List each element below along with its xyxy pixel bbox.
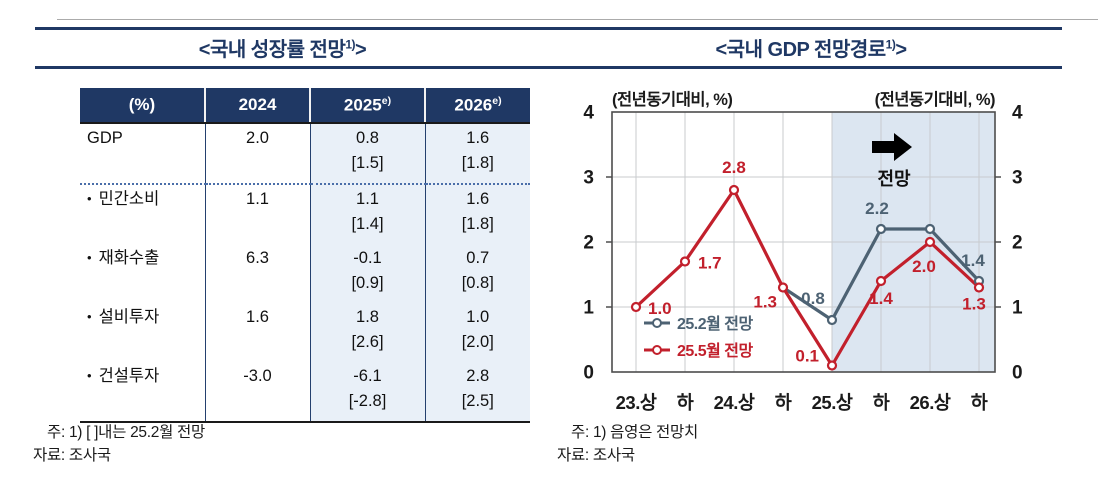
- table-cell: 0.8 [1.5]: [309, 123, 425, 185]
- x-axis-tick-label: 23.상: [616, 392, 657, 413]
- y-axis-tick-label-right: 3: [1012, 168, 1023, 189]
- data-point-label: 1.3: [753, 293, 777, 312]
- y-axis-tick-label-right: 4: [1012, 103, 1023, 124]
- right-title-footnote-ref: 1): [885, 37, 896, 52]
- right-panel-title: <국내 GDP 전망경로1)>: [560, 33, 1062, 61]
- data-point-marker: [924, 223, 936, 235]
- row-label: • 건설투자: [80, 362, 205, 423]
- data-point-label: 1.7: [698, 254, 722, 273]
- data-point-label: 1.4: [869, 289, 893, 308]
- data-point-marker: [826, 360, 838, 371]
- top-hairline: [57, 19, 1098, 20]
- table-column-header: (%): [80, 88, 205, 124]
- data-point-marker: [630, 301, 642, 313]
- row-label: GDP: [80, 123, 205, 185]
- x-axis-tick-label: 25.상: [812, 392, 853, 413]
- left-title-close: >: [355, 39, 367, 61]
- table-column-header: 2025e): [309, 88, 425, 124]
- data-point-marker: [875, 275, 887, 287]
- table-cell: 2.8 [2.5]: [424, 362, 530, 423]
- data-point-label: 0.8: [801, 289, 825, 308]
- table-cell: 1.1: [204, 184, 310, 244]
- gdp-path-chart: 0 0 1 1 2 2 3 3 4 4 23.상 하 24.상 하 25.상 하 26.상 하 0.8 2.2 1.4 1…: [583, 103, 1023, 414]
- growth-forecast-table: (%) 2024 2025e) 2026e) GDP 2.0 0.8 [1.5] 1.6 [1.8…: [80, 88, 530, 423]
- title-rule-bottom: [35, 66, 1062, 69]
- table-cell: 1.8 [2.6]: [309, 303, 425, 362]
- data-point-marker: [875, 223, 887, 235]
- table-cell: 6.3: [204, 244, 310, 303]
- data-point-marker: [777, 282, 789, 293]
- right-title-close: >: [895, 39, 907, 61]
- x-axis-tick-label: 하: [971, 392, 988, 413]
- chart-note: 주: 1) 음영은 전망치: [571, 424, 698, 441]
- row-label: • 설비투자: [87, 308, 160, 326]
- table-column-header: 2026e): [424, 88, 530, 124]
- row-label: • 민간소비: [87, 190, 160, 208]
- table-cell: 2.0: [204, 123, 310, 185]
- chart-source: 자료: 조사국: [557, 447, 635, 464]
- table-cell: 0.7 [0.8]: [424, 244, 530, 303]
- legend-point-marker: [652, 318, 662, 328]
- y-axis-tick-label-right: 0: [1012, 363, 1023, 384]
- table-cell: 1.1 [1.4]: [309, 184, 425, 244]
- table-cell: 1.6: [204, 303, 310, 362]
- y-axis-tick-label-left: 1: [583, 298, 594, 319]
- y-axis-tick-label-right: 2: [1012, 233, 1023, 254]
- right-title-text: <국내 GDP 전망경로: [715, 39, 886, 61]
- table-column-header: 2024: [204, 88, 310, 124]
- forecast-label: 전망: [877, 169, 911, 189]
- table-cell: -3.0: [204, 362, 310, 423]
- data-point-label: 2.0: [912, 257, 936, 276]
- left-title-footnote-ref: 1): [345, 37, 356, 52]
- left-panel-title: <국내 성장률 전망1)>: [35, 33, 530, 61]
- forecast-arrow-icon: [872, 133, 912, 161]
- data-point-marker: [973, 282, 985, 293]
- right-axis-unit-label: (전년동기대비, %): [874, 91, 996, 109]
- data-point-marker: [924, 236, 936, 248]
- y-axis-tick-label-left: 0: [583, 363, 594, 384]
- left-axis-unit-label: (전년동기대비, %): [612, 91, 733, 109]
- data-point-marker: [679, 256, 691, 267]
- legend-item-label: 25.2월 전망: [677, 315, 754, 333]
- chart-footnotes: 주: 1) 음영은 전망치 자료: 조사국: [557, 421, 698, 467]
- left-title-text: <국내 성장률 전망: [198, 39, 346, 61]
- x-axis-tick-label: 하: [873, 392, 890, 413]
- y-axis-tick-label-right: 1: [1012, 298, 1023, 319]
- table-cell: -0.1 [0.9]: [309, 244, 425, 303]
- data-point-label: 2.2: [865, 199, 889, 218]
- row-label: • 재화수출: [87, 249, 160, 267]
- y-axis-tick-label-left: 3: [583, 168, 594, 189]
- y-axis-tick-label-left: 2: [583, 233, 594, 254]
- data-point-marker: [826, 314, 838, 326]
- table-cell: 1.0 [2.0]: [424, 303, 530, 362]
- y-axis-tick-label-left: 4: [583, 103, 594, 124]
- data-point-label: 0.1: [795, 347, 819, 366]
- table-cell: -6.1 [-2.8]: [309, 362, 425, 423]
- x-axis-tick-label: 26.상: [910, 392, 951, 413]
- x-axis-tick-label: 24.상: [714, 392, 755, 413]
- table-cell: 1.6 [1.8]: [424, 123, 530, 185]
- title-rule-top: [35, 27, 1062, 30]
- legend-item-label: 25.5월 전망: [677, 342, 754, 360]
- data-point-label: 1.4: [961, 251, 985, 270]
- data-point-label: 1.3: [962, 295, 986, 314]
- series-line-may: [634, 188, 981, 368]
- data-point-label: 2.8: [722, 158, 746, 177]
- x-axis-tick-label: 하: [775, 392, 792, 413]
- table-source: 자료: 조사국: [33, 447, 111, 464]
- data-point-marker: [728, 184, 740, 196]
- data-point-label: 1.0: [648, 299, 672, 318]
- legend-point-marker: [652, 345, 662, 355]
- table-footnotes: 주: 1) [ ]내는 25.2월 전망 자료: 조사국: [33, 421, 205, 467]
- growth-forecast-table-grid: (%) 2024 2025e) 2026e) GDP 2.0 0.8 [1.5] 1.6 [1.8…: [80, 88, 530, 423]
- table-note: 주: 1) [ ]내는 25.2월 전망: [47, 424, 205, 441]
- x-axis-tick-label: 하: [677, 392, 694, 413]
- table-cell: 1.6 [1.8]: [424, 184, 530, 244]
